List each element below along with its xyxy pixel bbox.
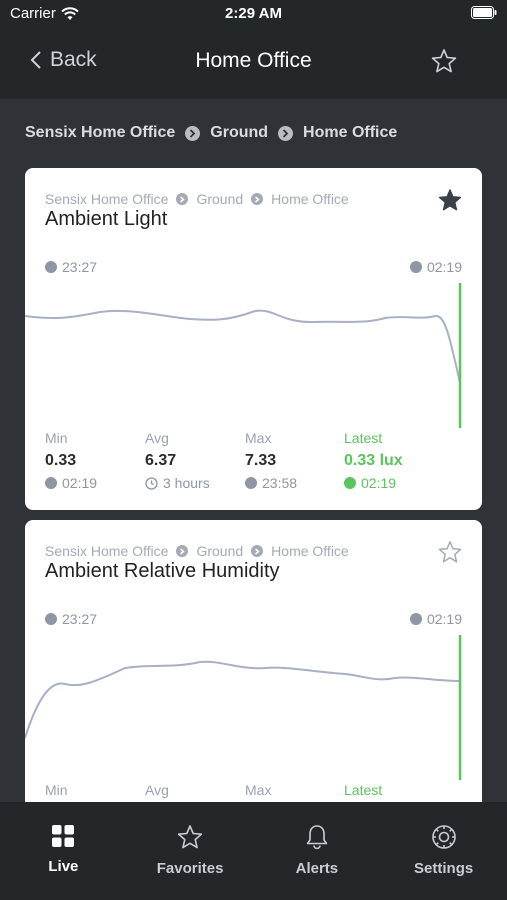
tab-alerts[interactable]: Alerts xyxy=(254,802,381,900)
stat-label: Latest xyxy=(344,782,383,798)
start-time-text: 23:27 xyxy=(62,611,98,627)
chevron-right-icon xyxy=(251,193,264,205)
chevron-right-icon xyxy=(176,193,189,205)
stat-min: Min 0.33 02:19 xyxy=(45,430,97,491)
start-time-text: 23:27 xyxy=(62,259,98,275)
stat-sub: 02:19 xyxy=(45,475,97,491)
stat-label: Min xyxy=(45,782,68,798)
favorite-star-icon[interactable] xyxy=(431,48,457,79)
sensor-card-humidity[interactable]: Sensix Home Office Ground Home Office Am… xyxy=(25,520,482,820)
gear-icon xyxy=(431,825,456,849)
chevron-right-icon xyxy=(176,545,189,557)
card-crumb: Home Office xyxy=(271,543,349,559)
back-button[interactable]: Back xyxy=(30,48,97,72)
stat-max: Max 7.33 23:58 xyxy=(245,430,297,491)
stat-label: Avg xyxy=(145,430,169,446)
chart-start-time: 23:27 xyxy=(45,611,97,627)
stat-value: 7.33 xyxy=(245,452,277,469)
tab-favorites[interactable]: Favorites xyxy=(127,802,254,900)
breadcrumb-item[interactable]: Sensix Home Office xyxy=(25,124,176,141)
status-bar: Carrier 2:29 AM xyxy=(0,0,507,28)
sensor-card-ambient-light[interactable]: Sensix Home Office Ground Home Office Am… xyxy=(25,168,482,510)
chevron-left-icon xyxy=(30,51,41,69)
clock-icon xyxy=(409,261,422,273)
stat-max: Max xyxy=(245,782,271,798)
breadcrumb: Sensix Home Office Ground Home Office xyxy=(25,124,397,142)
bell-icon xyxy=(306,825,328,850)
chart-line xyxy=(25,660,461,739)
stat-latest: Latest 0.33 lux 02:19 xyxy=(344,430,403,491)
stat-sub-text: 23:58 xyxy=(262,475,298,491)
card-breadcrumb: Sensix Home Office Ground Home Office xyxy=(45,543,349,559)
star-outline-icon[interactable] xyxy=(438,540,462,569)
star-filled-icon[interactable] xyxy=(438,188,462,217)
stat-avg: Avg 6.37 3 hours xyxy=(145,430,210,491)
grid-icon xyxy=(52,825,75,847)
stat-value: 0.33 lux xyxy=(344,452,403,469)
stat-sub-text: 02:19 xyxy=(62,475,98,491)
stat-sub-text: 3 hours xyxy=(163,475,210,491)
stat-label: Latest xyxy=(344,430,383,446)
stat-label: Max xyxy=(245,430,272,446)
card-crumb: Ground xyxy=(196,191,244,207)
star-icon xyxy=(177,825,203,849)
card-crumb: Sensix Home Office xyxy=(45,191,169,207)
clock-icon xyxy=(344,477,356,489)
card-title: Ambient Relative Humidity xyxy=(45,560,280,582)
ambient-light-chart xyxy=(25,283,462,428)
card-breadcrumb: Sensix Home Office Ground Home Office xyxy=(45,191,349,207)
stat-latest: Latest xyxy=(344,782,382,798)
clock-icon xyxy=(409,613,422,625)
nav-bar: Back Home Office xyxy=(0,28,507,99)
status-time: 2:29 AM xyxy=(225,5,282,22)
stat-label: Min xyxy=(45,430,68,446)
stat-min: Min xyxy=(45,782,68,798)
card-title: Ambient Light xyxy=(45,208,168,230)
back-label: Back xyxy=(50,48,97,71)
stat-sub: 02:19 xyxy=(344,475,403,491)
stat-value: 0.33 xyxy=(45,452,77,469)
card-crumb: Ground xyxy=(196,543,244,559)
tab-label: Alerts xyxy=(295,860,339,877)
chart-line xyxy=(25,309,461,384)
chevron-right-icon xyxy=(185,125,201,141)
chart-end-time: 02:19 xyxy=(409,611,462,627)
tab-bar: Live Favorites Alerts Settings xyxy=(0,802,507,900)
clock-icon xyxy=(245,477,257,489)
stat-label: Avg xyxy=(145,782,169,798)
tab-label: Settings xyxy=(414,860,474,877)
chart-end-time: 02:19 xyxy=(409,259,462,275)
tab-live[interactable]: Live xyxy=(0,802,127,900)
chevron-right-icon xyxy=(278,125,294,141)
page-title: Home Office xyxy=(195,49,312,72)
card-crumb: Home Office xyxy=(271,191,349,207)
timer-icon xyxy=(145,476,158,490)
carrier-label: Carrier xyxy=(10,5,56,22)
battery-icon xyxy=(471,6,497,23)
status-left: Carrier xyxy=(10,5,79,22)
end-time-text: 02:19 xyxy=(426,259,462,275)
stat-value: 6.37 xyxy=(145,452,177,469)
breadcrumb-item[interactable]: Home Office xyxy=(303,124,398,141)
card-crumb: Sensix Home Office xyxy=(45,543,169,559)
humidity-chart xyxy=(25,635,462,780)
chevron-right-icon xyxy=(251,545,264,557)
clock-icon xyxy=(45,261,57,273)
end-time-text: 02:19 xyxy=(426,611,462,627)
stat-sub-text: 02:19 xyxy=(361,475,397,491)
stat-sub: 23:58 xyxy=(245,475,297,491)
stat-sub: 3 hours xyxy=(145,475,210,491)
tab-label: Favorites xyxy=(156,860,224,877)
breadcrumb-item[interactable]: Ground xyxy=(210,124,269,141)
clock-icon xyxy=(45,613,57,625)
stat-avg: Avg xyxy=(145,782,169,798)
tab-settings[interactable]: Settings xyxy=(380,802,507,900)
tab-label: Live xyxy=(48,858,79,875)
wifi-icon xyxy=(61,6,79,20)
stat-label: Max xyxy=(245,782,272,798)
clock-icon xyxy=(45,477,57,489)
chart-start-time: 23:27 xyxy=(45,259,97,275)
